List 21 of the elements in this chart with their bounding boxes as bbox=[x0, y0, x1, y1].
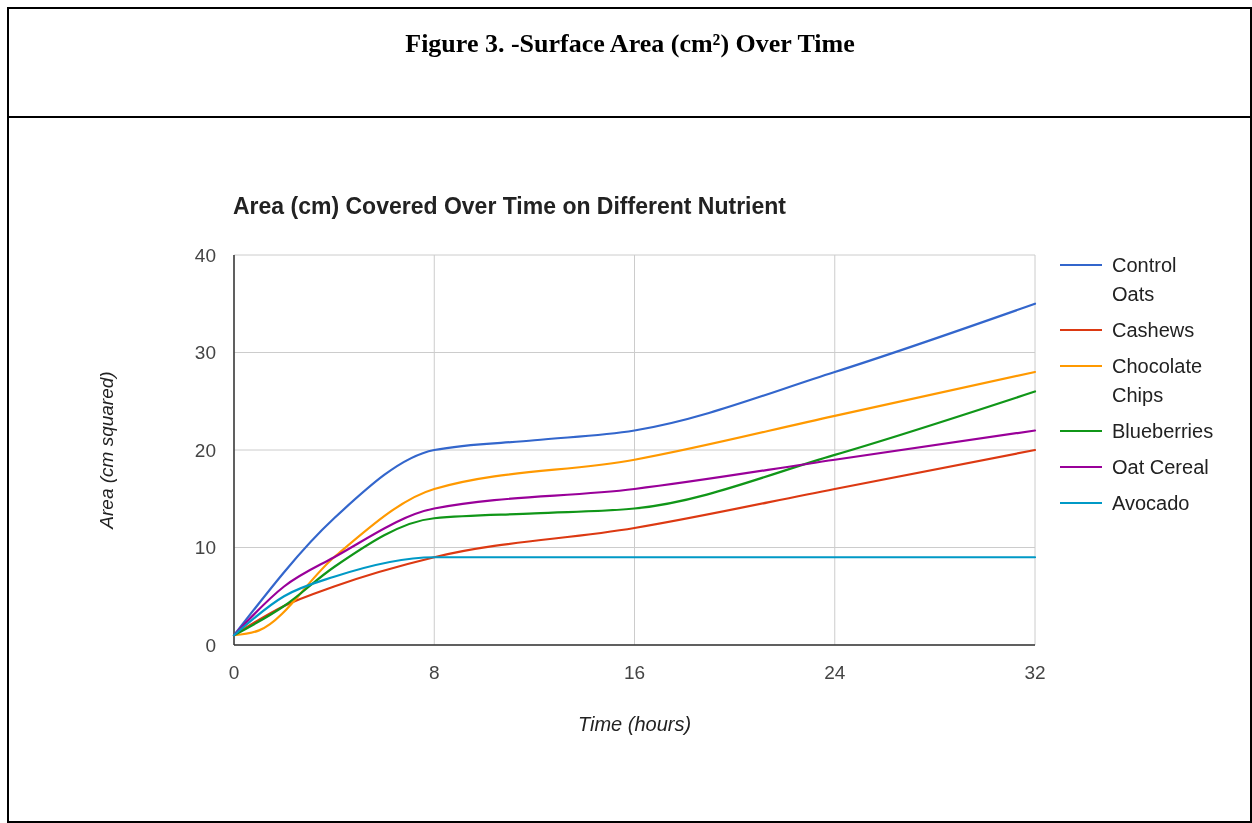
legend-label: Cashews bbox=[1112, 319, 1195, 341]
y-tick-label: 0 bbox=[205, 634, 216, 656]
legend-label: Oat Cereal bbox=[1112, 456, 1209, 478]
line-series bbox=[232, 556, 1037, 637]
chart-subtitle: Area (cm) Covered Over Time on Different Nutrient bbox=[233, 193, 787, 219]
y-tick-label: 40 bbox=[194, 244, 216, 266]
x-tick-label: 32 bbox=[1024, 661, 1046, 683]
x-tick-label: 24 bbox=[824, 661, 846, 683]
y-tick-label: 10 bbox=[194, 537, 216, 559]
chart-title: Figure 3. -Surface Area (cm²) Over Time bbox=[405, 29, 855, 58]
legend-label: Chocolate Chips bbox=[1112, 355, 1203, 406]
x-axis-title: Time (hours) bbox=[577, 713, 692, 735]
y-tick-label: 30 bbox=[194, 342, 216, 364]
legend-label: Avocado bbox=[1112, 492, 1190, 514]
legend-label: Control Oats bbox=[1112, 254, 1177, 305]
x-tick-label: 0 bbox=[228, 661, 240, 683]
y-axis-title: Area (cm squared) bbox=[95, 371, 117, 530]
x-tick-label: 8 bbox=[428, 661, 440, 683]
y-tick-label: 20 bbox=[194, 439, 216, 461]
legend-label: Blueberries bbox=[1112, 420, 1214, 442]
x-tick-label: 16 bbox=[623, 661, 646, 683]
